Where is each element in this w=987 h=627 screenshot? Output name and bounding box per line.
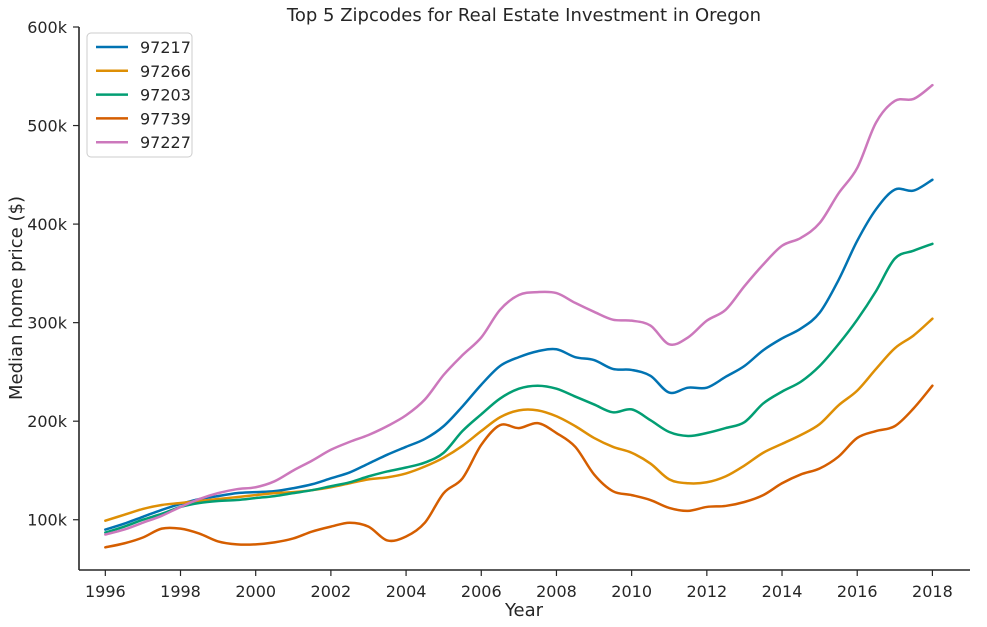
- x-tick-label: 2014: [762, 582, 803, 601]
- x-axis-label: Year: [504, 600, 544, 621]
- x-tick-label: 2006: [461, 582, 502, 601]
- series-line-97217: [104, 178, 934, 531]
- series-line-97203: [104, 242, 934, 534]
- plot-area: 1996 1998 2000 2002 2004 2006 2008 2010 2012 2014…: [27, 18, 970, 601]
- y-axis-label: Median home price ($): [6, 196, 27, 400]
- x-tick-label: 1996: [85, 582, 126, 601]
- series-line-97266: [104, 317, 934, 522]
- y-tick-label: 400k: [27, 215, 68, 234]
- legend-label-97266: 97266: [140, 62, 191, 81]
- x-tick-label: 2012: [686, 582, 727, 601]
- x-tick-label: 2010: [611, 582, 652, 601]
- y-tick-label: 600k: [27, 18, 68, 37]
- x-tick-label: 2016: [837, 582, 878, 601]
- legend-label-97739: 97739: [140, 109, 191, 128]
- legend-box: [86, 32, 193, 158]
- x-tick-label: 2000: [235, 582, 276, 601]
- legend-label-97227: 97227: [140, 133, 191, 152]
- y-tick-label: 100k: [27, 511, 68, 530]
- x-axis-ticks: 1996 1998 2000 2002 2004 2006 2008 2010 2012 2014…: [85, 570, 953, 601]
- x-tick-label: 1998: [160, 582, 201, 601]
- x-tick-label: 2004: [386, 582, 427, 601]
- chart-title: Top 5 Zipcodes for Real Estate Investmen…: [286, 5, 761, 26]
- y-tick-label: 300k: [27, 314, 68, 333]
- y-tick-label: 200k: [27, 412, 68, 431]
- y-tick-label: 500k: [27, 117, 68, 136]
- legend-items: 97217 97266 97203 97739 97227: [96, 38, 191, 152]
- legend-label-97217: 97217: [140, 38, 191, 57]
- x-tick-label: 2018: [912, 582, 953, 601]
- legend: 97217 97266 97203 97739 97227: [86, 32, 193, 158]
- series-line-97227: [104, 83, 934, 536]
- legend-label-97203: 97203: [140, 86, 191, 105]
- y-axis-ticks: 100k 200k 300k 400k 500k 600k: [27, 18, 79, 530]
- x-tick-label: 2002: [311, 582, 352, 601]
- series-lines: [104, 83, 934, 549]
- x-tick-label: 2008: [536, 582, 577, 601]
- series-line-97739: [104, 384, 934, 549]
